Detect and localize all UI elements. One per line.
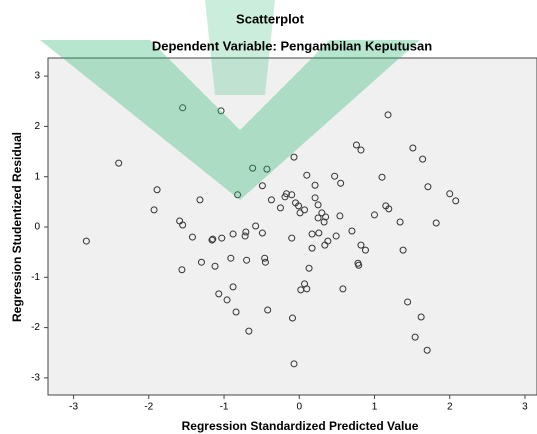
chart: Scatterplot Dependent Variable: Pengambi… [0,0,537,434]
y-tick-label: 0 [34,222,40,233]
y-axis-label: Regression Studentized Residual [10,132,24,322]
x-tick-label: -1 [220,402,229,413]
x-tick-label: 2 [447,402,453,413]
chart-subtitle: Dependent Variable: Pengambilan Keputusa… [152,38,432,53]
y-tick-label: 2 [34,121,40,132]
chart-title: Scatterplot [236,11,305,26]
y-tick-label: -3 [31,373,40,384]
y-tick-label: 3 [34,71,40,82]
y-tick-label: -1 [31,272,40,283]
x-tick-label: -3 [69,402,78,413]
y-tick-label: 1 [34,171,40,182]
x-tick-label: 0 [296,402,302,413]
y-tick-label: -2 [31,322,40,333]
x-tick-label: -2 [144,402,153,413]
x-axis-label: Regression Standardized Predicted Value [182,419,419,433]
x-tick-label: 1 [372,402,378,413]
x-tick-label: 3 [522,402,528,413]
